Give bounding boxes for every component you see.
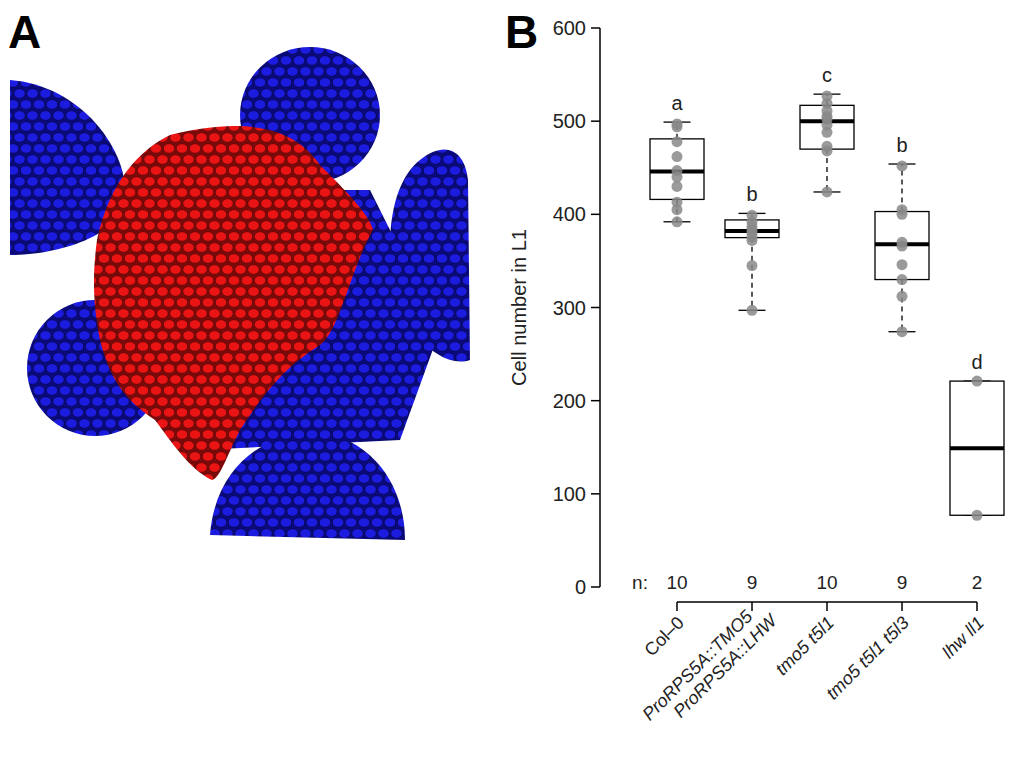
y-axis-title: Cell number in L1 [508, 229, 530, 386]
data-point [972, 376, 983, 387]
data-point [897, 326, 908, 337]
y-tick [591, 27, 600, 29]
data-point [897, 237, 908, 248]
data-point [747, 305, 758, 316]
y-tick [591, 307, 600, 309]
whisker-lower [751, 238, 752, 311]
x-tick [676, 602, 678, 611]
panel-a [10, 47, 470, 540]
y-tick-label: 600 [553, 17, 586, 39]
x-tick [976, 602, 978, 611]
median [950, 446, 1004, 450]
data-point [822, 186, 833, 197]
group-letter: b [746, 183, 757, 205]
x-tick-label: lhw ll1 [938, 613, 988, 663]
y-tick [591, 586, 600, 588]
box [875, 212, 929, 280]
data-point [672, 216, 683, 227]
data-point [672, 165, 683, 176]
y-tick [591, 120, 600, 122]
y-tick-label: 0 [575, 576, 586, 598]
n-value: 9 [747, 572, 758, 593]
y-tick-label: 100 [553, 483, 586, 505]
y-tick-label: 200 [553, 390, 586, 412]
data-point [972, 510, 983, 521]
y-tick-label: 400 [553, 203, 586, 225]
data-point [672, 151, 683, 162]
x-tick-label-line: tmo5 t5l1 t5l3 [822, 613, 913, 704]
y-tick-label: 300 [553, 297, 586, 319]
data-point [672, 118, 683, 129]
figure: A B 0 100 200 300 400 500 600 Cell number in L1 a b… [0, 0, 1018, 767]
data-point [822, 91, 833, 102]
x-tick [826, 602, 828, 611]
x-tick-label-line: lhw ll1 [938, 613, 988, 663]
group-letter: a [671, 92, 683, 114]
box [650, 139, 704, 200]
whisker-lower [901, 280, 902, 332]
data-point [822, 141, 833, 152]
y-tick-label: 500 [553, 110, 586, 132]
x-tick [751, 602, 753, 611]
y-tick [591, 400, 600, 402]
group-letter: c [822, 64, 832, 86]
primordium [210, 433, 405, 540]
data-point [672, 197, 683, 208]
data-point [897, 204, 908, 215]
data-point [747, 210, 758, 221]
primordium [390, 150, 470, 362]
data-point [897, 291, 908, 302]
x-tick [901, 602, 903, 611]
data-point [897, 160, 908, 171]
box [950, 381, 1004, 515]
panel-label: B [505, 6, 538, 58]
marks [650, 91, 1004, 521]
x-tick-label-line: ProRPS5A::LHW [669, 609, 781, 721]
x-tick-label: tmo5 t5l1 t5l3 [822, 613, 913, 704]
group-letter: d [971, 351, 982, 373]
x-tick-label-line: Col–0 [640, 613, 687, 660]
y-tick [591, 493, 600, 495]
n-value: 2 [972, 572, 983, 593]
x-tick-label: ProRPS5A::TMO5ProRPS5A::LHW [638, 595, 782, 739]
data-point [897, 259, 908, 270]
y-tick [591, 214, 600, 216]
n-value: 10 [816, 572, 837, 593]
x-tick-label: Col–0 [640, 613, 687, 660]
x-tick-label: tmo5 t5l1 [771, 613, 838, 680]
n-label: n: [632, 572, 648, 593]
group-letter: b [896, 134, 907, 156]
data-point [747, 260, 758, 271]
panel-label: A [8, 6, 41, 58]
n-value: 10 [666, 572, 687, 593]
data-point [897, 274, 908, 285]
data-point [672, 136, 683, 147]
x-tick-label-line: tmo5 t5l1 [771, 613, 838, 680]
n-value: 9 [897, 572, 908, 593]
meristem [94, 126, 373, 480]
